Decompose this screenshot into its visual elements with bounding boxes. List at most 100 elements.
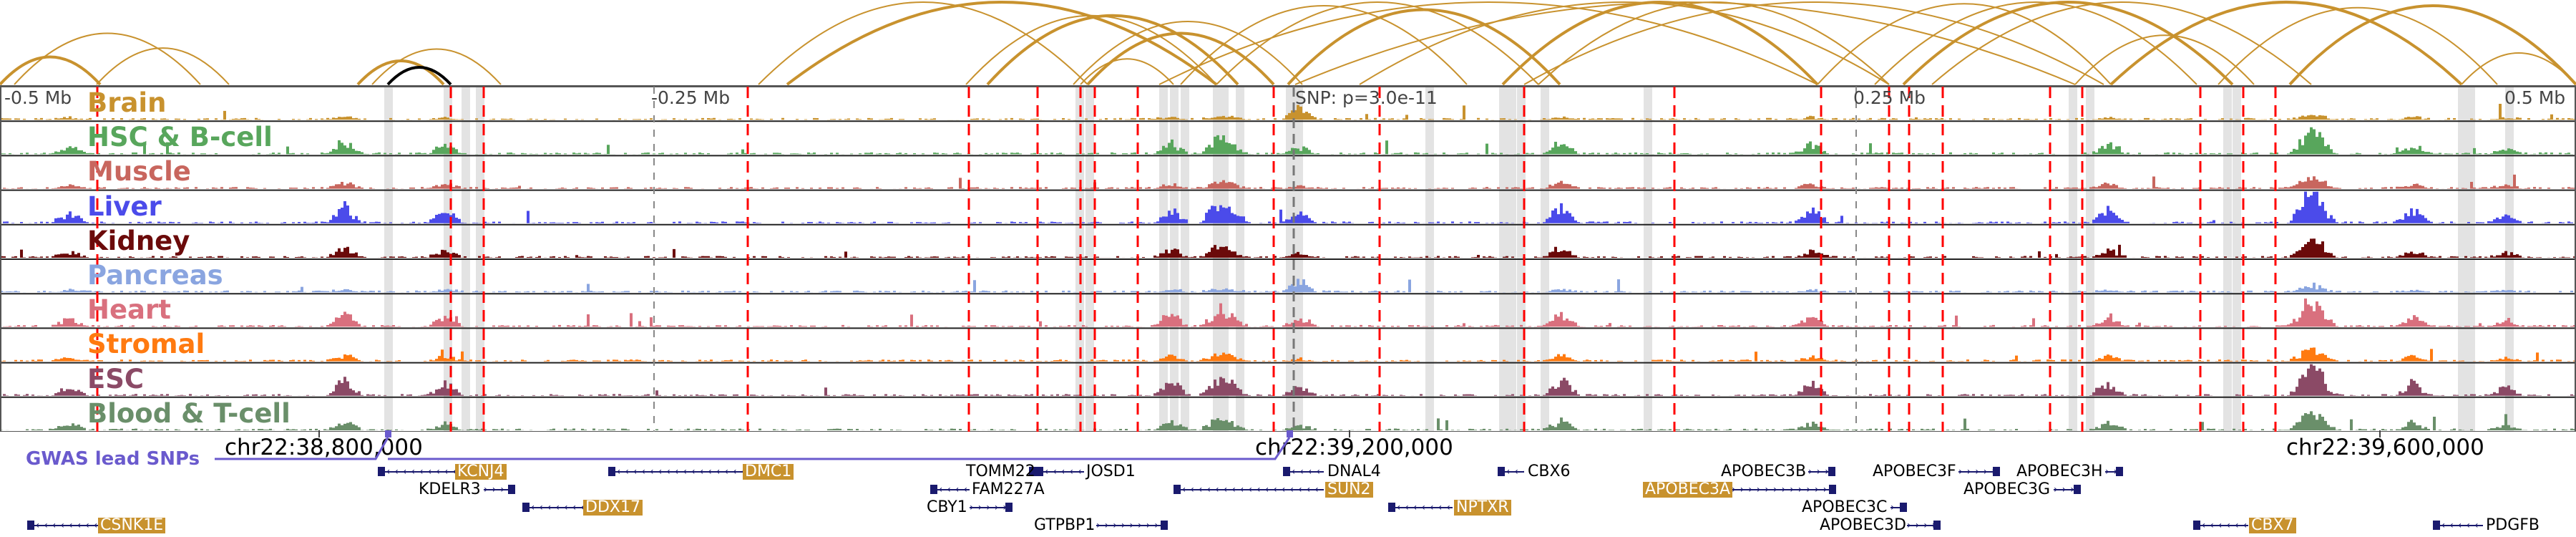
signal-track [0,174,2576,191]
gene-body: ‹‹‹‹‹‹‹‹‹‹‹‹‹‹‹‹‹‹‹‹‹‹‹‹‹‹‹‹‹‹‹‹‹‹‹‹‹‹‹‹ [2433,520,2483,531]
axis-label-right: 0.5 Mb [2504,87,2566,108]
strand-left-arrows-icon: ‹‹‹‹‹‹‹‹‹‹‹‹‹‹‹‹‹‹‹‹‹‹‹‹‹‹‹‹‹‹‹‹‹‹‹‹‹‹‹‹ [1388,502,1453,513]
gwas-track [215,430,2381,460]
gene-label: FAM227A [972,480,1045,498]
gene-exon [508,485,515,494]
gene-body: ‹‹‹‹‹‹‹‹‹‹‹‹‹‹‹‹‹‹‹‹‹‹‹‹‹‹‹‹‹‹‹‹‹‹‹‹‹‹‹‹ [522,502,583,513]
gene-label: DMC1 [743,464,794,480]
chromatin-loop [1359,1,1890,85]
gene-exon [1036,467,1043,476]
gene-body: ›››››››››››››››››››››››››››››››››››››››› [970,502,1013,513]
gene-body: ‹‹‹‹‹‹‹‹‹‹‹‹‹‹‹‹‹‹‹‹‹‹‹‹‹‹‹‹‹‹‹‹‹‹‹‹‹‹‹‹ [2193,520,2248,531]
gene-exon [2116,467,2123,476]
strand-left-arrows-icon: ‹‹‹‹‹‹‹‹‹‹‹‹‹‹‹‹‹‹‹‹‹‹‹‹‹‹‹‹‹‹‹‹‹‹‹‹‹‹‹‹ [2433,520,2483,531]
signal-area [0,238,2576,258]
gene-label: CBX6 [1528,463,1571,480]
track-label-esc: ESC [87,363,145,395]
strand-left-arrows-icon: ‹‹‹‹‹‹‹‹‹‹‹‹‹‹‹‹‹‹‹‹‹‹‹‹‹‹‹‹‹‹‹‹‹‹‹‹‹‹‹‹ [1036,466,1084,478]
gene-label: JOSD1 [1086,463,1136,480]
gene-exon [1174,485,1181,494]
gene-label: SUN2 [1325,482,1373,498]
gene-label: CBY1 [927,498,967,516]
signal-track [0,364,2576,398]
gene-exon [1933,521,1941,530]
gene-exon [1900,503,1907,512]
snp-label: SNP: p=3.0e-11 [1295,87,1438,108]
chromatin-loop [0,55,102,85]
track-label-pancreas: Pancreas [87,260,223,291]
gene-body: ‹‹‹‹‹‹‹‹‹‹‹‹‹‹‹‹‹‹‹‹‹‹‹‹‹‹‹‹‹‹‹‹‹‹‹‹‹‹‹‹ [608,466,743,478]
gene-body: ‹‹‹‹‹‹‹‹‹‹‹‹‹‹‹‹‹‹‹‹‹‹‹‹‹‹‹‹‹‹‹‹‹‹‹‹‹‹‹‹ [27,520,98,531]
gene-label: KCNJ4 [455,464,507,480]
chromatin-loop [1086,32,1275,85]
gwas-snp-marker[interactable] [1287,430,1293,437]
gene-body: ›››››››››››››››››››››››››››››››››››››››› [1958,466,2000,478]
gene-label: APOBEC3H [2016,463,2103,480]
gene-exon [1283,467,1290,476]
signal-track [0,347,2576,364]
strand-right-arrows-icon: ›››››››››››››››››››››››››››››››››››››››› [484,484,515,495]
gene-exon [930,485,937,494]
gene-label: PDGFB [2486,516,2540,534]
gene-exon [27,521,34,530]
chromatin-loop [1931,1,2312,85]
gwas-link-line [388,437,1291,460]
gene-exon [1828,467,1835,476]
gene-label: APOBEC3D [1820,516,1906,534]
signal-tracks-svg [0,87,2576,432]
track-label-hsc-b-cell: HSC & B-cell [87,122,273,153]
strand-left-arrows-icon: ‹‹‹‹‹‹‹‹‹‹‹‹‹‹‹‹‹‹‹‹‹‹‹‹‹‹‹‹‹‹‹‹‹‹‹‹‹‹‹‹ [1283,466,1324,478]
gwas-snp-marker[interactable] [385,430,391,437]
chromatin-loop [2109,1,2463,85]
signal-area [0,298,2576,327]
strand-left-arrows-icon: ‹‹‹‹‹‹‹‹‹‹‹‹‹‹‹‹‹‹‹‹‹‹‹‹‹‹‹‹‹‹‹‹‹‹‹‹‹‹‹‹ [2193,520,2248,531]
gene-label: NPTXR [1454,500,1511,516]
track-label-heart: Heart [87,294,171,326]
chromatin-loop [14,32,201,85]
track-label-blood-t-cell: Blood & T-cell [87,397,291,429]
gene-body: ‹‹‹‹‹‹‹‹‹‹‹‹‹‹‹‹‹‹‹‹‹‹‹‹‹‹‹‹‹‹‹‹‹‹‹‹‹‹‹‹ [378,466,455,478]
coord-label-3: chr22:39,600,000 [2286,435,2484,460]
gene-body: ‹‹‹‹‹‹‹‹‹‹‹‹‹‹‹‹‹‹‹‹‹‹‹‹‹‹‹‹‹‹‹‹‹‹‹‹‹‹‹‹ [1283,466,1324,478]
gene-exon [2193,521,2200,530]
gene-label: CSNK1E [98,518,166,533]
gene-exon [1498,467,1505,476]
strand-left-arrows-icon: ‹‹‹‹‹‹‹‹‹‹‹‹‹‹‹‹‹‹‹‹‹‹‹‹‹‹‹‹‹‹‹‹‹‹‹‹‹‹‹‹ [930,484,970,495]
gwas-lead-snps-label: GWAS lead SNPs [26,448,200,470]
chromatin-loop [1501,1,1819,85]
signal-area [0,103,2576,120]
chromatin-loop [1158,1,1818,85]
signal-area [0,347,2576,362]
gene-body: ‹‹‹‹‹‹‹‹‹‹‹‹‹‹‹‹‹‹‹‹‹‹‹‹‹‹‹‹‹‹‹‹‹‹‹‹‹‹‹‹ [930,484,970,495]
lead-snp-loop [386,66,452,85]
gene-label: CBX7 [2249,518,2296,533]
gene-exon [1388,503,1395,512]
gene-label: KDELR3 [419,480,481,498]
gene-label: APOBEC3B [1721,463,1807,480]
strand-left-arrows-icon: ‹‹‹‹‹‹‹‹‹‹‹‹‹‹‹‹‹‹‹‹‹‹‹‹‹‹‹‹‹‹‹‹‹‹‹‹‹‹‹‹ [27,520,98,531]
signal-track [0,238,2576,260]
strand-left-arrows-icon: ‹‹‹‹‹‹‹‹‹‹‹‹‹‹‹‹‹‹‹‹‹‹‹‹‹‹‹‹‹‹‹‹‹‹‹‹‹‹‹‹ [1174,484,1324,495]
signal-area [0,364,2576,396]
chromatin-loop [2218,6,2498,85]
chromatin-loop [1902,1,2234,85]
chromatin-loop [2288,4,2576,85]
strand-left-arrows-icon: ‹‹‹‹‹‹‹‹‹‹‹‹‹‹‹‹‹‹‹‹‹‹‹‹‹‹‹‹‹‹‹‹‹‹‹‹‹‹‹‹ [608,466,743,478]
track-label-muscle: Muscle [87,156,191,188]
strand-left-arrows-icon: ‹‹‹‹‹‹‹‹‹‹‹‹‹‹‹‹‹‹‹‹‹‹‹‹‹‹‹‹‹‹‹‹‹‹‹‹‹‹‹‹ [378,466,455,478]
signal-track [0,279,2576,295]
strand-left-arrows-icon: ‹‹‹‹‹‹‹‹‹‹‹‹‹‹‹‹‹‹‹‹‹‹‹‹‹‹‹‹‹‹‹‹‹‹‹‹‹‹‹‹ [522,502,583,513]
coord-label-1: chr22:38,800,000 [225,435,423,460]
signal-area [0,411,2576,430]
gene-exon [1161,521,1168,530]
strand-right-arrows-icon: ›››››››››››››››››››››››››››››››››››››››› [1958,466,2000,478]
chromatin-loop [986,14,1239,85]
gene-body: ›››››››››››››››››››››››››››››››››››››››› [484,484,515,495]
strand-right-arrows-icon: ›››››››››››››››››››››››››››››››››››››››› [1732,484,1836,495]
chromatin-loop [758,1,1088,85]
chromatin-loop [1216,1,1539,85]
gene-label: TOMM22 [966,463,1035,480]
signal-track [0,103,2576,122]
signal-area [0,127,2576,155]
gene-label: APOBEC3C [1802,498,1888,516]
